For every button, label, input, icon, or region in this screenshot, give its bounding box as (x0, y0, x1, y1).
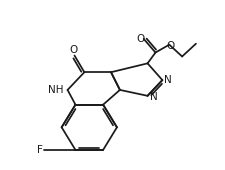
Text: O: O (69, 45, 78, 55)
Text: N: N (164, 75, 172, 85)
Text: O: O (137, 34, 145, 44)
Text: O: O (166, 41, 174, 51)
Text: NH: NH (48, 85, 64, 95)
Text: N: N (150, 92, 157, 102)
Text: F: F (37, 145, 43, 155)
